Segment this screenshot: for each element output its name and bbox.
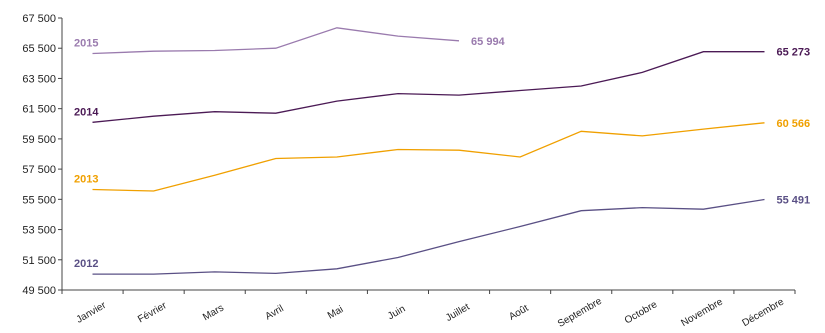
x-tick-label: Décembre xyxy=(740,296,786,329)
series-label-2014: 2014 xyxy=(74,106,99,118)
y-tick-label: 55 500 xyxy=(22,194,56,206)
x-tick-label: Septembre xyxy=(556,296,604,330)
series-line-2014 xyxy=(92,51,765,123)
end-label-2013: 60 566 xyxy=(776,118,810,130)
end-label-2012: 55 491 xyxy=(776,194,810,206)
y-tick-label: 51 500 xyxy=(22,255,56,267)
series-label-2015: 2015 xyxy=(74,38,98,50)
x-tick-label: Avril xyxy=(263,303,285,322)
y-tick-label: 57 500 xyxy=(22,164,56,176)
x-tick-label: Février xyxy=(136,300,169,325)
y-tick-label: 59 500 xyxy=(22,134,56,146)
x-axis-ticks: Janvier Février Mars Avril Mai Juin Juillet Aoû… xyxy=(61,290,796,330)
x-tick-label: Juin xyxy=(386,303,407,322)
end-label-2014: 65 273 xyxy=(776,47,810,59)
y-tick-label: 67 500 xyxy=(22,13,56,25)
x-tick-label: Octobre xyxy=(623,299,660,327)
x-tick-label: Mai xyxy=(326,304,345,322)
series-line-2012 xyxy=(92,198,765,275)
y-tick-label: 53 500 xyxy=(22,225,56,237)
end-label-2015: 65 994 xyxy=(471,36,506,48)
y-tick-label: 49 500 xyxy=(22,285,56,297)
x-tick-label: Juillet xyxy=(444,302,472,324)
y-axis-ticks: 49 500 51 500 53 500 55 500 57 500 59 500 61 5… xyxy=(22,13,62,297)
y-tick-label: 61 500 xyxy=(22,104,56,116)
x-tick-label: Août xyxy=(507,303,531,323)
series-group: 2015 65 994 2014 65 273 2013 60 566 2012 55 491 xyxy=(74,27,810,275)
series-line-2015 xyxy=(92,27,460,55)
series-label-2013: 2013 xyxy=(74,174,98,186)
y-tick-label: 63 500 xyxy=(22,73,56,85)
x-tick-label: Novembre xyxy=(679,296,725,329)
x-tick-label: Janvier xyxy=(75,300,109,326)
series-line-2013 xyxy=(92,122,765,192)
y-tick-label: 65 500 xyxy=(22,43,56,55)
series-label-2012: 2012 xyxy=(74,258,98,270)
x-tick-label: Mars xyxy=(201,303,226,324)
